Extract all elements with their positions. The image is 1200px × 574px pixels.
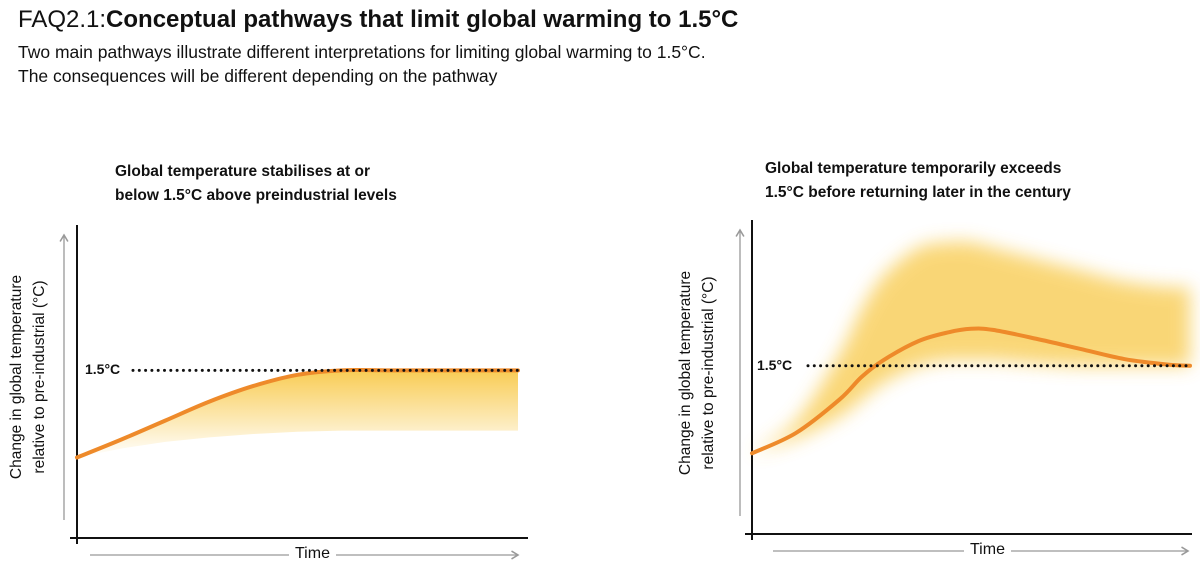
panel-1-y-axis-label: Change in global temperature relative to … — [5, 217, 51, 537]
uncertainty-band — [752, 241, 1190, 454]
panel-1-title-line-1: Global temperature stabilises at or — [115, 163, 370, 180]
panel-2-title-line-1: Global temperature temporarily exceeds — [765, 160, 1062, 177]
subtitle-line-2: The consequences will be different depen… — [18, 66, 498, 86]
y-label-line-2: relative to pre-industrial (°C) — [700, 276, 717, 470]
panel-2-x-axis-label: Time — [964, 541, 1011, 559]
panel-1-threshold-label: 1.5°C — [85, 361, 121, 377]
panel-1-title: Global temperature stabilises at or below… — [115, 160, 397, 208]
panel-2-y-axis-label: Change in global temperature relative to … — [674, 213, 720, 533]
y-label-line-1: Change in global temperature — [677, 270, 694, 476]
panel-2-threshold-label: 1.5°C — [757, 357, 793, 373]
panel-2-title-line-2: 1.5°C before returning later in the cent… — [765, 184, 1071, 201]
y-label-line-2: relative to pre-industrial (°C) — [31, 280, 48, 474]
uncertainty-band — [77, 369, 518, 458]
temperature-curve — [750, 326, 1192, 456]
panel-2-title: Global temperature temporarily exceeds 1.… — [765, 157, 1071, 205]
subtitle-line-1: Two main pathways illustrate different i… — [18, 42, 706, 62]
y-label-line-1: Change in global temperature — [8, 274, 25, 480]
panel-1-title-line-2: below 1.5°C above preindustrial levels — [115, 187, 397, 204]
title-prefix: FAQ2.1: — [18, 6, 107, 33]
page-title: FAQ2.1:Conceptual pathways that limit gl… — [18, 6, 738, 34]
title-main: Conceptual pathways that limit global wa… — [106, 6, 739, 33]
panel-stabilise — [59, 225, 528, 560]
panel-overshoot — [735, 220, 1192, 556]
panel-1-x-axis-label: Time — [289, 545, 336, 563]
